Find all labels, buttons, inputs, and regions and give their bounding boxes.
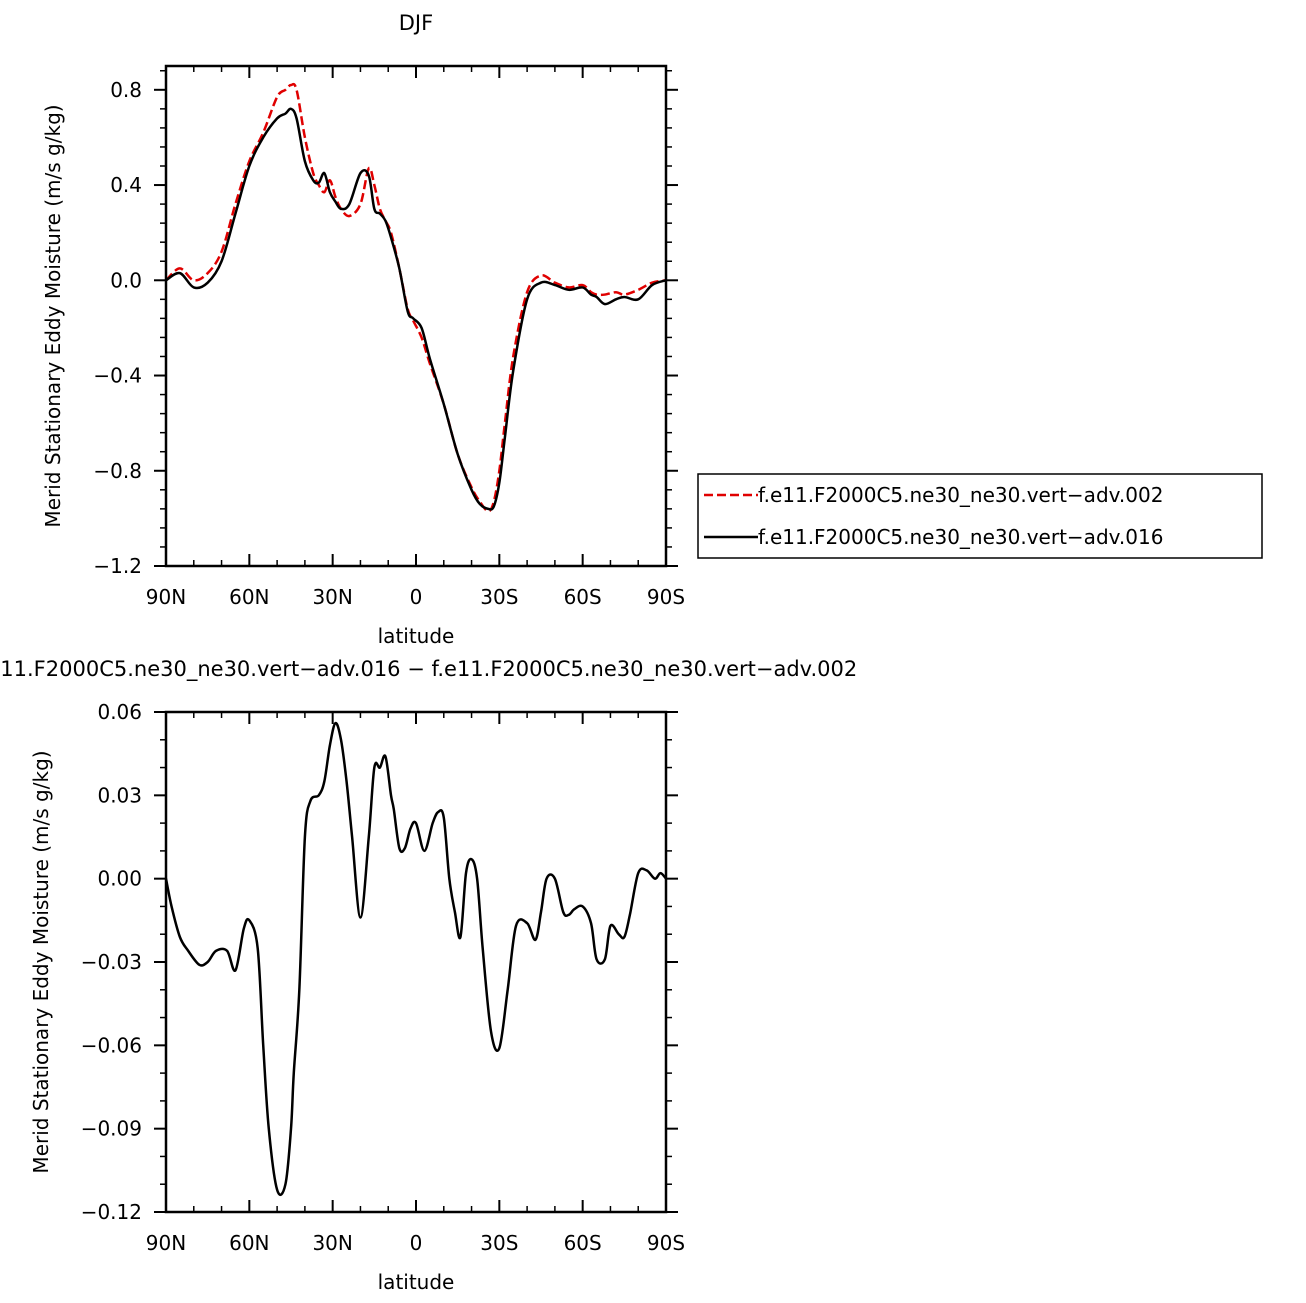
top-y-axis-label: Merid Stationary Eddy Moisture (m/s g/kg… <box>41 104 65 527</box>
series-line-2 <box>165 107 667 511</box>
bottom-series-group <box>164 721 667 1197</box>
legend-box <box>697 473 1263 559</box>
bottom-plot-frame <box>164 710 668 1214</box>
y-tick-label: 0.0 <box>110 268 142 292</box>
x-tick-label: 90N <box>146 585 186 609</box>
x-tick-label: 30N <box>312 1231 352 1255</box>
x-tick-label: 30S <box>480 585 518 609</box>
y-tick-label: −0.12 <box>81 1200 142 1224</box>
x-tick-label: 90S <box>647 1231 685 1255</box>
bottom-y-axis-label: Merid Stationary Eddy Moisture (m/s g/kg… <box>29 750 53 1173</box>
top-chart-title: DJF <box>399 11 433 35</box>
x-tick-label: 0 <box>410 585 423 609</box>
y-tick-label: 0.06 <box>97 700 142 724</box>
series-line-1 <box>165 82 667 513</box>
top-plot-frame <box>164 64 668 568</box>
y-tick-label: 0.00 <box>97 867 142 891</box>
y-tick-label: 0.8 <box>110 78 142 102</box>
legend: f.e11.F2000C5.ne30_ne30.vert−adv.002 f.e… <box>697 473 1263 559</box>
y-tick-label: 0.03 <box>97 783 142 807</box>
bottom-x-axis-label: latitude <box>378 1270 455 1294</box>
x-tick-label: 0 <box>410 1231 423 1255</box>
y-tick-label: −0.06 <box>81 1033 142 1057</box>
y-tick-label: −1.2 <box>93 554 142 578</box>
x-tick-label: 60S <box>564 585 602 609</box>
x-tick-label: 30N <box>312 585 352 609</box>
top-series-group <box>165 82 667 513</box>
bottom-panel: f.e11.F2000C5.ne30_ne30.vert−adv.016 − f… <box>0 657 857 1294</box>
x-tick-label: 90S <box>647 585 685 609</box>
top-axes: 90N 60N 30N 0 30S 60S 90S −1.2 −0.8 −0.4 0.0 0.4 0.8 <box>93 66 685 609</box>
series-line-1 <box>164 721 667 1197</box>
x-tick-label: 90N <box>146 1231 186 1255</box>
legend-label-series-1: f.e11.F2000C5.ne30_ne30.vert−adv.002 <box>758 483 1163 507</box>
x-tick-label: 60N <box>229 585 269 609</box>
top-panel: DJF 90N 60N 30N 0 30S 60S 90S −1.2 −0.8 −0.4 0.0 0.… <box>41 11 685 648</box>
bottom-chart-title: f.e11.F2000C5.ne30_ne30.vert−adv.016 − f… <box>0 657 857 682</box>
bottom-axes: 90N 60N 30N 0 30S 60S 90S −0.12 −0.09 −0.06 −0.03 0… <box>81 700 685 1255</box>
y-tick-label: −0.03 <box>81 950 142 974</box>
x-tick-label: 60N <box>229 1231 269 1255</box>
y-tick-label: −0.4 <box>93 364 142 388</box>
top-x-axis-label: latitude <box>378 624 455 648</box>
x-tick-label: 60S <box>564 1231 602 1255</box>
y-tick-label: −0.09 <box>81 1117 142 1141</box>
y-tick-label: −0.8 <box>93 459 142 483</box>
x-tick-label: 30S <box>480 1231 518 1255</box>
legend-label-series-2: f.e11.F2000C5.ne30_ne30.vert−adv.016 <box>758 525 1163 549</box>
y-tick-label: 0.4 <box>110 173 142 197</box>
